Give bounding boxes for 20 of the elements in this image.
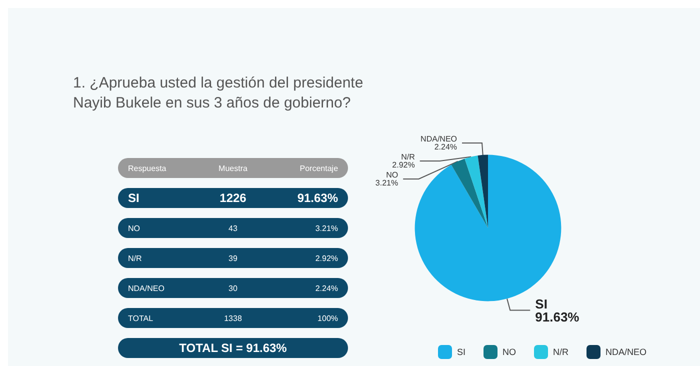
slice-label: SI — [535, 296, 548, 312]
slice-label: N/R — [401, 152, 416, 162]
text: 1. ¿Aprueba usted la gestión del presidente Nayib Bukele en sus 3 años de gobierno? — [73, 74, 368, 112]
data-label: 3.21% — [375, 178, 398, 188]
slice-label: NO — [386, 170, 398, 180]
table-row: SI 1226 91.63% — [118, 188, 348, 208]
slice-label: NDA/NEO — [420, 134, 458, 144]
table-row: NO 43 3.21% — [118, 218, 348, 238]
table-row: TOTAL SI = 91.63% — [118, 338, 348, 358]
table-row: N/R 39 2.92% — [118, 248, 348, 268]
data-label: 91.63% — [535, 309, 580, 324]
legend-label: NDA/NEO — [606, 347, 647, 357]
legend-label: N/R — [553, 347, 570, 357]
legend-label: SI — [457, 347, 466, 357]
table-row: TOTAL 1338 100% — [118, 308, 348, 328]
legend-label: NO — [502, 347, 516, 357]
data-label: 2.92% — [392, 160, 415, 170]
data-label: 2.24% — [434, 142, 458, 152]
table-row: NDA/NEO 30 2.24% — [118, 278, 348, 298]
table-row: Respuesta Muestra Porcentaje — [118, 158, 348, 178]
